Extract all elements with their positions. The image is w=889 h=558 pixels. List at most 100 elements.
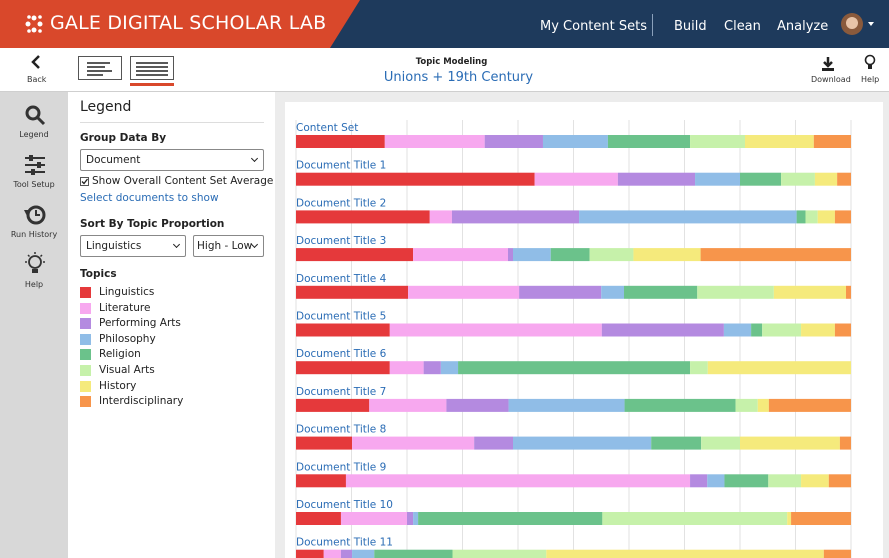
bar-segment [458, 361, 690, 374]
category-label: Document Title 5 [296, 311, 386, 323]
legend-label: Visual Arts [99, 364, 155, 376]
bar-segment [424, 361, 441, 374]
bar-segment [413, 512, 418, 525]
bar-segment [601, 286, 624, 299]
bar-segment [751, 324, 762, 337]
bar-segment [296, 286, 408, 299]
bar-segment [815, 173, 837, 186]
help-icon[interactable] [24, 252, 46, 276]
divider [80, 122, 264, 123]
bar-segment [695, 173, 740, 186]
category-label: Document Title 11 [296, 537, 393, 549]
bar-segment [407, 512, 413, 525]
category-label: Document Title 8 [296, 424, 386, 436]
bar-segment [441, 361, 458, 374]
group-select[interactable]: Document [80, 149, 264, 171]
bar-segment [840, 437, 851, 450]
bar-segment [829, 474, 851, 487]
bar-segment [579, 210, 797, 223]
rail-label[interactable]: Tool Setup [0, 180, 68, 189]
nav-item[interactable]: Analyze [777, 19, 828, 34]
bar-segment [296, 474, 346, 487]
bar-segment [758, 399, 769, 412]
bar-segment [736, 399, 758, 412]
bar-segment [805, 210, 817, 223]
tool-name: Topic Modeling [7, 57, 889, 67]
bar-segment [835, 324, 851, 337]
bar-segment [296, 550, 324, 558]
legend-swatch [80, 349, 91, 360]
category-label: Document Title 1 [296, 160, 386, 172]
bar-segment [513, 437, 651, 450]
bar-segment [624, 286, 697, 299]
rail-label[interactable]: Run History [0, 230, 68, 239]
bar-segment [608, 135, 690, 148]
bar-segment [543, 135, 608, 148]
bar-segment [602, 512, 787, 525]
bar-segment [296, 512, 341, 525]
bar-segment [296, 324, 390, 337]
bar-segment [369, 399, 446, 412]
bar-segment [724, 324, 751, 337]
bar-segment [708, 361, 851, 374]
content-set-title: Unions + 19th Century [14, 70, 889, 85]
chart: Content SetDocument Title 1Document Titl… [275, 92, 889, 558]
bar-segment [408, 286, 519, 299]
bar-segment [352, 550, 374, 558]
legend-swatch [80, 334, 91, 345]
topics-label: Topics [80, 268, 117, 280]
logo-text[interactable]: GALE DIGITAL SCHOLAR LAB [50, 12, 326, 34]
avatar[interactable] [840, 12, 876, 36]
sort-topic-select[interactable]: Linguistics [80, 235, 186, 257]
download-label[interactable]: Download [811, 75, 851, 84]
bar-segment [296, 361, 390, 374]
bar-segment [374, 550, 452, 558]
bar-segment [724, 474, 768, 487]
help-icon[interactable] [863, 54, 877, 72]
bar-segment [745, 135, 814, 148]
bar-segment [474, 437, 513, 450]
checkbox[interactable] [80, 177, 90, 187]
panel-title: Legend [80, 99, 131, 115]
category-label: Document Title 9 [296, 461, 386, 473]
bar-segment [690, 361, 708, 374]
legend-label: Performing Arts [99, 317, 181, 329]
legend-swatch [80, 287, 91, 298]
bar-segment [546, 550, 824, 558]
bar-segment [690, 135, 745, 148]
legend-label: Linguistics [99, 286, 154, 298]
nav-item[interactable]: Build [674, 19, 707, 34]
rail-label[interactable]: Legend [0, 130, 68, 139]
legend-icon[interactable] [24, 104, 46, 126]
rail-label[interactable]: Help [0, 280, 68, 289]
bar-segment [801, 474, 829, 487]
bar-segment [651, 437, 701, 450]
legend-label: Interdisciplinary [99, 395, 183, 407]
bar-segment [769, 399, 851, 412]
bar-segment [513, 248, 551, 261]
sort-label: Sort By Topic Proportion [80, 218, 224, 230]
legend-label: Literature [99, 302, 150, 314]
download-icon[interactable] [820, 56, 836, 72]
legend-swatch [80, 303, 91, 314]
bar-segment [697, 286, 774, 299]
checkbox-label[interactable]: Show Overall Content Set Average [92, 175, 273, 187]
tool-setup-icon[interactable] [24, 154, 46, 176]
history-icon[interactable] [24, 204, 46, 226]
bar-segment [707, 474, 724, 487]
bar-segment [324, 550, 341, 558]
select-link[interactable]: Select documents to show [80, 192, 219, 204]
bar-segment [296, 173, 535, 186]
bar-segment [508, 248, 513, 261]
bar-segment [296, 135, 385, 148]
help-label[interactable]: Help [861, 75, 879, 84]
bar-segment [618, 173, 695, 186]
legend-label: Religion [99, 348, 141, 360]
nav-item[interactable]: My Content Sets [540, 19, 647, 34]
legend-label: Philosophy [99, 333, 156, 345]
nav-item[interactable]: Clean [724, 19, 761, 34]
bar-segment [846, 286, 851, 299]
sort-order-select[interactable]: High - Low [193, 235, 264, 257]
category-label: Document Title 6 [296, 348, 387, 360]
bar-segment [835, 210, 851, 223]
